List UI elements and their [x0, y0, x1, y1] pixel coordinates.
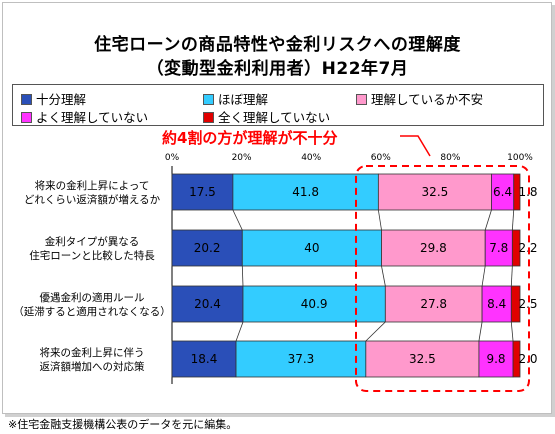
data-label: 20.4	[194, 297, 221, 311]
category-label: 将来の金利上昇に伴う	[40, 346, 145, 359]
category-label: 将来の金利上昇によって	[35, 179, 150, 192]
category-label: 返済額増加への対応策	[40, 360, 145, 373]
bar-segment	[484, 229, 513, 267]
data-label: 29.8	[420, 241, 447, 255]
connector-line	[235, 321, 244, 342]
legend-label-partial: 理解しているか不安	[371, 92, 484, 107]
connector-line	[511, 209, 515, 231]
connector-line	[232, 209, 243, 231]
bar-segment	[511, 229, 521, 267]
legend-item-partial: 理解しているか不安	[356, 89, 483, 108]
connector-line	[484, 209, 492, 231]
category-label: （延滞すると適用されなくなる）	[13, 305, 171, 318]
legend-label-none: 全く理解していない	[218, 110, 331, 125]
data-label: 9.8	[486, 352, 505, 366]
connector-line	[478, 321, 483, 342]
category-label: 住宅ローンと比較した特長	[29, 249, 155, 262]
bar-segment	[171, 285, 244, 323]
data-label: 2.5	[518, 297, 537, 311]
chart-title: 住宅ローンの商品特性や金利リスクへの理解度	[94, 35, 461, 55]
x-tick-label: 20%	[232, 153, 252, 163]
bar-segment	[381, 229, 486, 267]
data-label: 18.4	[191, 352, 218, 366]
callout-text: 約4割の方が理解が不十分	[162, 129, 338, 147]
bar-segment	[235, 340, 367, 378]
legend-item-little: よく理解していない	[21, 107, 148, 126]
legend: 十分理解 ほぼ理解 理解しているか不安 よく理解していない 全く理解していない	[12, 84, 544, 126]
data-label: 20.2	[194, 241, 221, 255]
category-label: 優遇金利の適用ルール	[40, 291, 145, 304]
x-tick-label: 60%	[371, 153, 391, 163]
connector-line	[365, 321, 386, 342]
data-label: 6.4	[493, 185, 512, 199]
legend-item-none: 全く理解していない	[203, 107, 330, 126]
callout-pointer-line	[400, 135, 431, 157]
connector-line	[381, 265, 386, 287]
data-label: 40.9	[301, 297, 328, 311]
category-label: 金利タイプが異なる	[45, 235, 140, 248]
bar-segment	[232, 173, 379, 211]
bar-segment	[242, 285, 386, 323]
legend-swatch-none	[203, 112, 214, 123]
data-label: 40	[304, 241, 319, 255]
data-label: 37.3	[288, 352, 315, 366]
bar-segment	[171, 229, 243, 267]
data-label: 7.8	[489, 241, 508, 255]
x-tick-label: 80%	[440, 153, 460, 163]
category-label: どれくらい返済額が増えるか	[24, 193, 161, 206]
data-label: 32.5	[409, 352, 436, 366]
footnote: ※住宅金融支援機構公表のデータを元に編集。	[8, 418, 238, 431]
x-tick-label: 40%	[301, 153, 321, 163]
bar-segment	[512, 340, 521, 378]
data-label: 32.5	[422, 185, 449, 199]
bar-segment	[481, 285, 512, 323]
x-tick-label: 100%	[507, 153, 533, 163]
connector-line	[377, 209, 382, 231]
legend-item-full: 十分理解	[21, 89, 86, 108]
data-label: 8.4	[487, 297, 506, 311]
legend-swatch-mostly	[203, 94, 214, 105]
data-label: 41.8	[292, 185, 319, 199]
connector-line	[510, 321, 514, 342]
bar-segment	[241, 229, 382, 267]
legend-swatch-little	[21, 112, 32, 123]
legend-label-mostly: ほぼ理解	[218, 92, 269, 107]
legend-swatch-full	[21, 94, 32, 105]
legend-swatch-partial	[356, 94, 367, 105]
legend-label-full: 十分理解	[36, 92, 87, 107]
legend-label-little: よく理解していない	[36, 110, 149, 125]
bar-segment	[513, 173, 521, 211]
connector-line	[241, 265, 244, 287]
connector-line	[481, 265, 486, 287]
bar-segment	[365, 340, 480, 378]
highlight-dashed-box	[355, 165, 530, 392]
data-label: 27.8	[420, 297, 447, 311]
data-label: 17.5	[189, 185, 216, 199]
x-tick-label: 0%	[165, 153, 180, 163]
chart-subtitle: （変動型金利利用者）H22年7月	[146, 59, 409, 79]
connector-line	[510, 265, 513, 287]
bar-segment	[510, 285, 521, 323]
bar-segment	[377, 173, 492, 211]
legend-item-mostly: ほぼ理解	[203, 89, 268, 108]
